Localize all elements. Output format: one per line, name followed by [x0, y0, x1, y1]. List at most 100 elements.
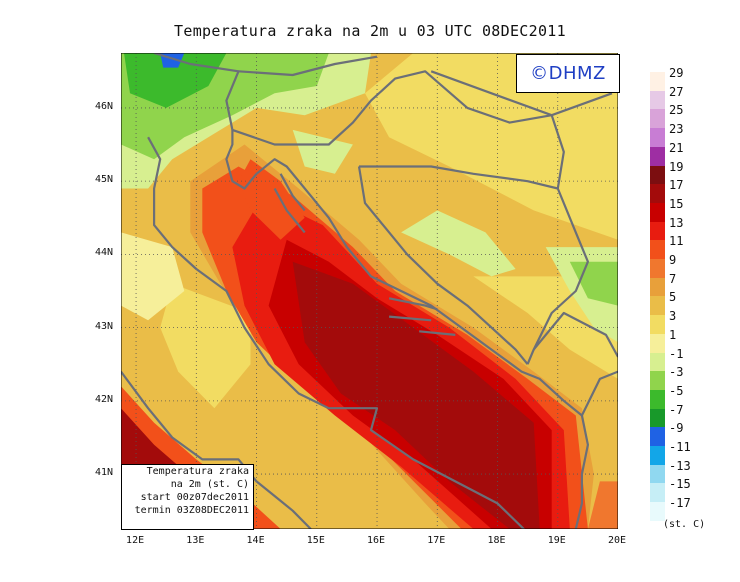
legend-swatch	[650, 446, 665, 465]
legend-swatch	[650, 90, 665, 110]
field-3c-north	[365, 53, 618, 240]
field-3c-italy	[160, 283, 251, 409]
border-croatia-north	[232, 70, 552, 146]
lon-tick-label: 14E	[246, 535, 265, 546]
temperature-map	[121, 53, 618, 529]
legend-label: 3	[669, 309, 677, 324]
lat-lon-grid	[121, 53, 618, 529]
field-minus3-serbia	[569, 261, 618, 306]
legend-label: 1	[669, 327, 677, 342]
legend-swatch	[650, 184, 665, 204]
legend-swatch	[650, 464, 665, 484]
border-austria	[238, 55, 378, 77]
island-cres-losinj	[273, 187, 306, 234]
chart-title: Temperatura zraka na 2m u 03 UTC 08DEC20…	[174, 22, 566, 40]
lat-tick-label: 46N	[95, 100, 114, 112]
legend-swatch	[650, 296, 665, 316]
legend-label: 5	[669, 290, 677, 305]
legend-swatch	[650, 483, 665, 503]
island-brac	[388, 297, 438, 311]
legend-label: -9	[669, 421, 684, 436]
legend-label: 27	[669, 84, 684, 99]
border-croatia-serbia	[550, 114, 565, 189]
island-krk-rab	[279, 173, 306, 212]
lon-tick-label: 16E	[367, 535, 386, 546]
lat-tick-label: 45N	[95, 174, 114, 186]
coastline-and-borders	[121, 53, 618, 529]
legend-swatch	[650, 427, 665, 447]
legend-label: -3	[669, 365, 684, 380]
field-9c-ionian	[587, 481, 618, 529]
island-korcula	[419, 330, 456, 336]
border-hungary	[430, 70, 613, 117]
field-minus1-bosnia	[401, 210, 516, 277]
lon-tick-label: 12E	[126, 535, 145, 546]
lon-tick-label: 15E	[306, 535, 325, 546]
info-line-4: termin 03Z08DEC2011	[134, 505, 249, 516]
legend-label: 13	[669, 215, 684, 230]
legend-label: -7	[669, 402, 684, 417]
border-croatia-bosnia-north	[359, 165, 559, 190]
border-croatia-bosnia-west	[357, 166, 529, 365]
coastline-croatia-albania	[225, 129, 589, 529]
legend-swatch	[650, 408, 665, 428]
info-line-1: Temperatura zraka	[146, 466, 249, 477]
legend-swatch	[650, 165, 665, 185]
lon-tick-label: 18E	[487, 535, 506, 546]
island-hvar	[389, 315, 432, 322]
field-17c-core	[292, 261, 540, 529]
legend-label: 11	[669, 234, 684, 249]
legend-units: (st. C)	[663, 519, 706, 530]
coastline-italy-adriatic	[147, 136, 526, 529]
legend-label: 7	[669, 271, 677, 286]
legend-swatch	[650, 277, 665, 297]
lat-tick-label: 41N	[95, 467, 114, 479]
legend-swatch	[650, 128, 665, 148]
legend-swatch	[650, 72, 665, 91]
field-minus1-gorski	[292, 129, 353, 174]
legend-swatch	[650, 146, 665, 166]
legend-label: 21	[669, 140, 684, 155]
lat-tick-label: 44N	[95, 247, 114, 259]
legend-swatch	[650, 240, 665, 260]
lon-tick-label: 20E	[608, 535, 627, 546]
legend-swatch	[650, 333, 665, 353]
legend-label: 29	[669, 66, 684, 80]
legend-swatch	[650, 259, 665, 278]
lon-tick-label: 19E	[547, 535, 566, 546]
legend-swatch	[650, 315, 665, 335]
legend-swatch	[650, 389, 665, 409]
legend-label: 17	[669, 178, 684, 193]
legend-label: -17	[669, 496, 691, 511]
dhmz-logo: ©DHMZ	[516, 54, 620, 93]
legend-label: -1	[669, 346, 684, 361]
lat-tick-label: 43N	[95, 320, 114, 332]
legend-label: -13	[669, 458, 691, 473]
legend-label: -15	[669, 477, 691, 492]
legend-label: -11	[669, 440, 691, 454]
legend-label: -5	[669, 383, 684, 398]
legend-label: 19	[669, 159, 684, 174]
temperature-field	[121, 53, 618, 529]
field-1c-tuscany	[121, 232, 185, 321]
legend-label: 9	[669, 253, 677, 267]
legend-swatch	[650, 221, 665, 241]
border-italy-slovenia	[153, 53, 240, 131]
info-line-3: start 00z07dec2011	[140, 492, 249, 503]
lat-tick-label: 42N	[95, 393, 114, 405]
legend-swatch	[650, 352, 665, 372]
lon-tick-label: 17E	[427, 535, 446, 546]
legend-swatch	[650, 502, 665, 522]
border-albania-north	[580, 370, 618, 416]
border-montenegro	[532, 311, 618, 358]
legend-label: 25	[669, 103, 684, 118]
legend-label: 15	[669, 196, 684, 211]
legend-swatch	[650, 202, 665, 222]
coastline-italy-tyrrhenian	[121, 370, 312, 529]
info-box: Temperatura zraka na 2m (st. C) start 00…	[121, 464, 254, 530]
field-minus5-alps	[124, 53, 227, 108]
info-line-2: na 2m (st. C)	[170, 479, 249, 490]
legend-swatch	[650, 109, 665, 129]
lon-tick-label: 13E	[186, 535, 205, 546]
legend-label: 23	[669, 122, 684, 137]
